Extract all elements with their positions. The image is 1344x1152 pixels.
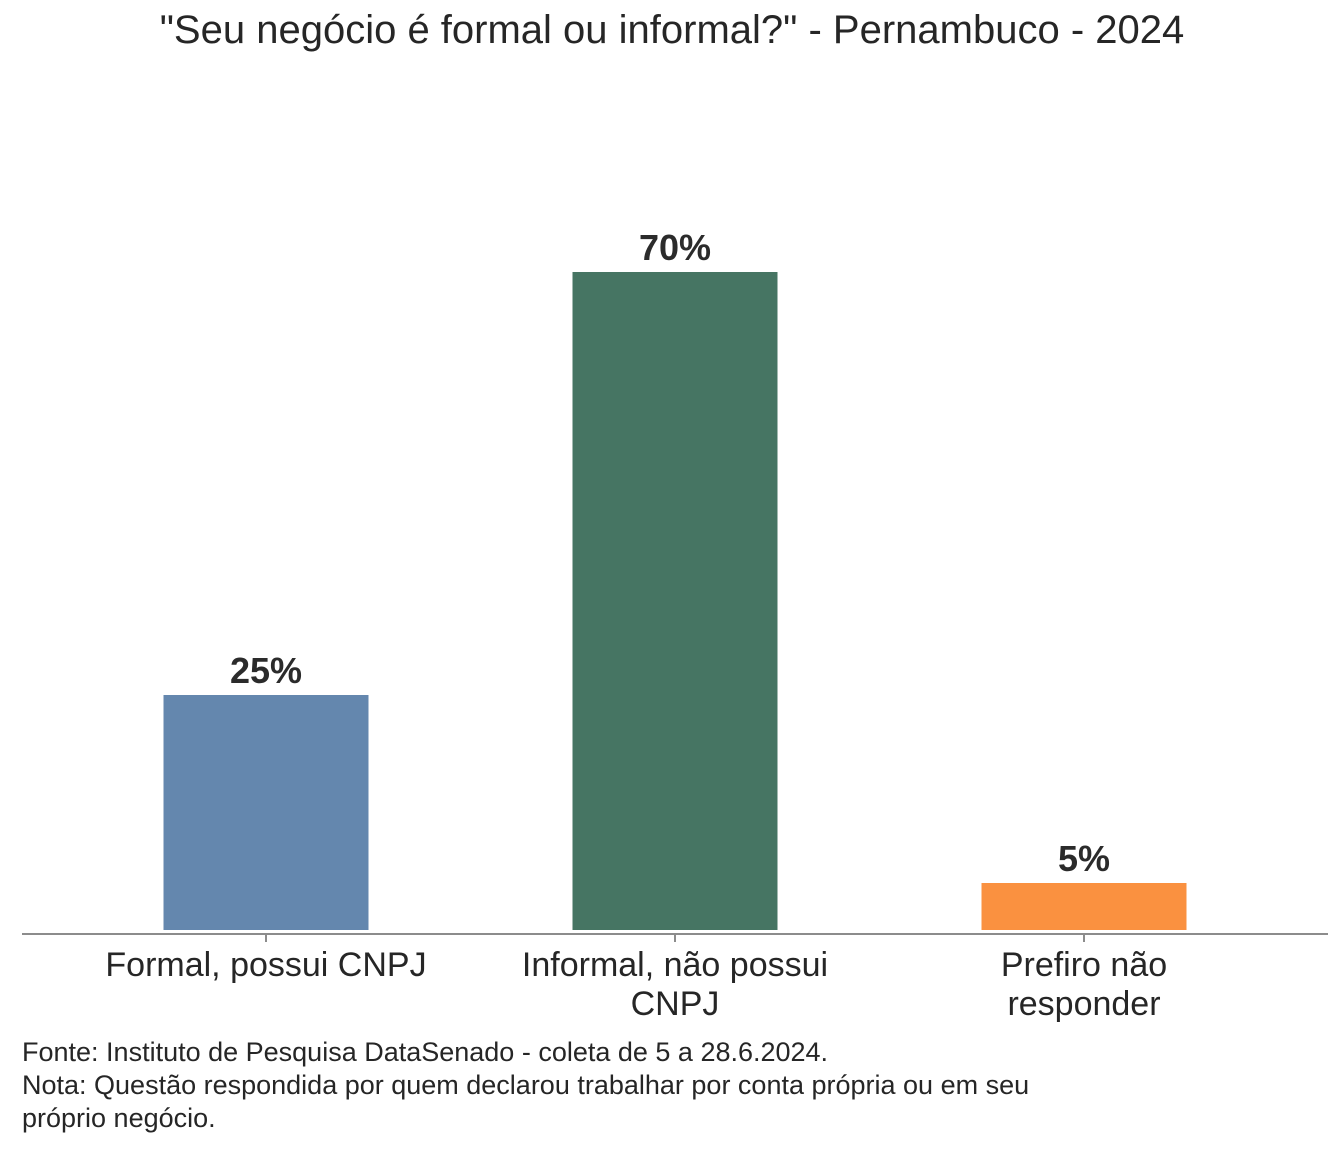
category-label-line: Formal, possui CNPJ	[105, 946, 426, 984]
bar-1	[163, 695, 369, 930]
category-label-line: responder	[1007, 985, 1160, 1023]
source-note: Fonte: Instituto de Pesquisa DataSenado …	[22, 1037, 829, 1067]
bar-3	[981, 883, 1187, 930]
bars-layer	[163, 272, 1187, 930]
category-label-2: Informal, não possui CNPJ	[522, 946, 828, 1023]
category-label-1: Formal, possui CNPJ	[105, 946, 426, 984]
note-line-2: próprio negócio.	[22, 1103, 216, 1133]
bar-2	[572, 272, 778, 930]
category-labels-layer: Formal, possui CNPJ Informal, não possui C…	[105, 946, 1167, 1023]
bar-value-label-2: 70%	[639, 227, 711, 268]
value-labels-layer: 25% 70% 5%	[230, 227, 1110, 879]
category-label-line: Informal, não possui	[522, 946, 828, 984]
note-line-1: Nota: Questão respondida por quem declar…	[22, 1070, 1030, 1100]
footnotes: Fonte: Instituto de Pesquisa DataSenado …	[22, 1036, 1322, 1135]
category-label-3: Prefiro não responder	[1001, 946, 1167, 1023]
bar-value-label-1: 25%	[230, 650, 302, 691]
category-label-line: Prefiro não	[1001, 946, 1167, 984]
chart-title: "Seu negócio é formal ou informal?" - Pe…	[159, 8, 1185, 52]
category-label-line: CNPJ	[631, 985, 720, 1023]
bar-chart: 25% 70% 5% Formal, possui CNPJ Informal, nã…	[22, 227, 1328, 1023]
x-ticks-layer	[265, 934, 1085, 942]
bar-value-label-3: 5%	[1058, 838, 1110, 879]
